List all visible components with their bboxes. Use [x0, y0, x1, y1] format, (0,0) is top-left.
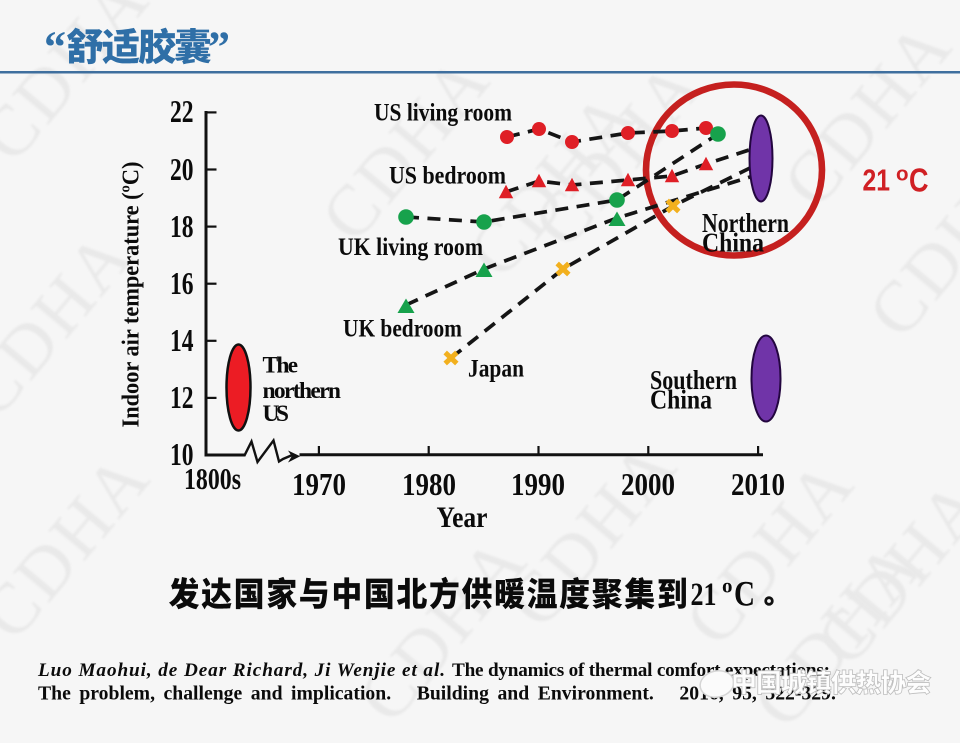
svg-text:Year: Year [437, 501, 488, 534]
svg-text:The problem, challenge and imp: The problem, challenge and implication. … [38, 683, 836, 705]
svg-text:12: 12 [170, 380, 194, 415]
svg-text:“: “ [44, 23, 66, 72]
svg-text:Southern: Southern [650, 365, 737, 395]
svg-text:1980: 1980 [402, 466, 456, 502]
svg-text:10: 10 [170, 437, 194, 472]
svg-text:1800s: 1800s [184, 461, 241, 496]
svg-text:China: China [650, 385, 712, 415]
svg-text:o: o [722, 574, 733, 598]
svg-text:UK bedroom: UK bedroom [343, 314, 462, 343]
svg-text:Northern: Northern [702, 208, 789, 238]
svg-text:16: 16 [170, 266, 194, 301]
svg-text:China: China [702, 228, 764, 258]
svg-text:2010: 2010 [731, 466, 785, 502]
svg-text:Luo Maohui, de Dear Richard, J: Luo Maohui, de Dear Richard, Ji Wenjie e… [37, 660, 445, 681]
svg-text:C: C [909, 162, 929, 199]
svg-text:US: US [263, 401, 290, 427]
svg-text:US bedroom: US bedroom [389, 161, 506, 190]
svg-text:2000: 2000 [621, 466, 675, 502]
svg-text:18: 18 [170, 209, 194, 244]
svg-text:”: ” [208, 23, 230, 72]
svg-text:US living room: US living room [374, 98, 512, 127]
svg-text:C: C [734, 574, 755, 614]
svg-text:21: 21 [863, 163, 891, 198]
svg-text:20: 20 [170, 152, 194, 187]
svg-text:1970: 1970 [292, 466, 346, 502]
svg-text:21: 21 [691, 577, 717, 613]
svg-text:14: 14 [170, 323, 194, 358]
svg-text:Indoor air temperature (ºC): Indoor air temperature (ºC) [119, 162, 145, 428]
svg-text:northern: northern [263, 378, 342, 404]
svg-text:UK living room: UK living room [338, 232, 483, 261]
svg-text:22: 22 [170, 94, 194, 129]
svg-text:Japan: Japan [468, 354, 524, 383]
svg-text:The: The [263, 353, 299, 379]
svg-text:1990: 1990 [511, 466, 565, 502]
svg-text:o: o [896, 163, 909, 186]
